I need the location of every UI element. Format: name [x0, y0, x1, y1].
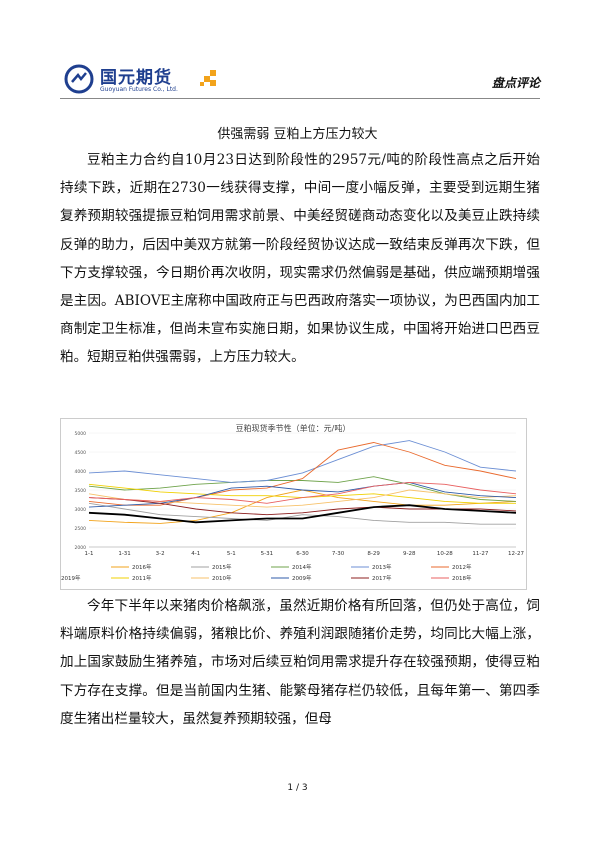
y-tick-label: 2000 — [75, 545, 87, 551]
paragraph-1: 豆粕主力合约自10月23日达到阶段性的2957元/吨的阶段性高点之后开始持续下跌… — [60, 152, 540, 366]
section-label: 盘点评论 — [491, 76, 540, 90]
x-tick-label: 11-27 — [472, 551, 488, 557]
series-line — [88, 440, 517, 483]
x-tick-label: 10-28 — [437, 551, 453, 557]
series-line — [88, 504, 517, 524]
series-line — [88, 481, 517, 504]
legend-label: 2016年 — [132, 563, 152, 571]
logo-dots-icon — [200, 70, 216, 86]
x-tick-label: 1-1 — [85, 551, 94, 557]
brand-english-name: Guoyuan Futures Co., Ltd. — [100, 86, 178, 93]
legend-label: 2019年 — [61, 574, 81, 582]
y-tick-label: 4000 — [75, 469, 87, 475]
y-tick-label: 4500 — [75, 450, 87, 456]
series-line — [88, 442, 517, 506]
legend-label: 2014年 — [292, 563, 312, 571]
legend-label: 2009年 — [292, 574, 312, 582]
series-line — [88, 497, 517, 516]
page-number: 1 / 3 — [287, 783, 308, 793]
legend-label: 2012年 — [452, 563, 472, 571]
x-tick-label: 8-29 — [367, 551, 380, 557]
x-tick-label: 4-1 — [191, 551, 200, 557]
y-tick-label: 3500 — [75, 488, 87, 494]
brand-name: 国元期货 — [100, 68, 172, 88]
x-tick-label: 5-31 — [261, 551, 273, 557]
header-divider — [60, 98, 540, 99]
legend-label: 2015年 — [212, 563, 232, 571]
y-tick-label: 2500 — [75, 526, 87, 532]
legend-label: 2013年 — [372, 563, 392, 571]
page-header: 国元期货 Guoyuan Futures Co., Ltd. 盘点评论 — [60, 58, 540, 108]
x-tick-label: 7-30 — [332, 551, 345, 557]
x-tick-label: 3-2 — [156, 551, 165, 557]
paragraph-2: 今年下半年以来猪肉价格飙涨，虽然近期价格有所回落，但仍处于高位，饲料端原料价格持… — [60, 598, 540, 727]
series-line — [88, 502, 516, 525]
x-tick-label: 12-27 — [508, 551, 524, 557]
y-tick-label: 5000 — [75, 431, 87, 437]
seasonality-chart: 豆粕现货季节性（单位：元/吨） 2000 2500 3000 3500 4000 4500 5… — [60, 418, 527, 590]
legend-label: 2011年 — [132, 574, 152, 582]
guoyuan-logo-icon — [64, 64, 94, 94]
legend-label: 2010年 — [212, 574, 232, 582]
x-tick-label: 9-28 — [403, 551, 416, 557]
chart-title: 豆粕现货季节性（单位：元/吨） — [236, 423, 351, 433]
y-tick-label: 3000 — [75, 507, 87, 513]
x-tick-label: 1-31 — [118, 551, 130, 557]
x-tick-label: 6-30 — [296, 551, 309, 557]
legend-label: 2018年 — [452, 574, 472, 582]
legend-label: 2017年 — [372, 574, 392, 582]
series-line — [88, 483, 516, 504]
x-tick-label: 5-1 — [227, 551, 236, 557]
article-title: 供强需弱 豆粕上方压力较大 — [217, 127, 378, 142]
